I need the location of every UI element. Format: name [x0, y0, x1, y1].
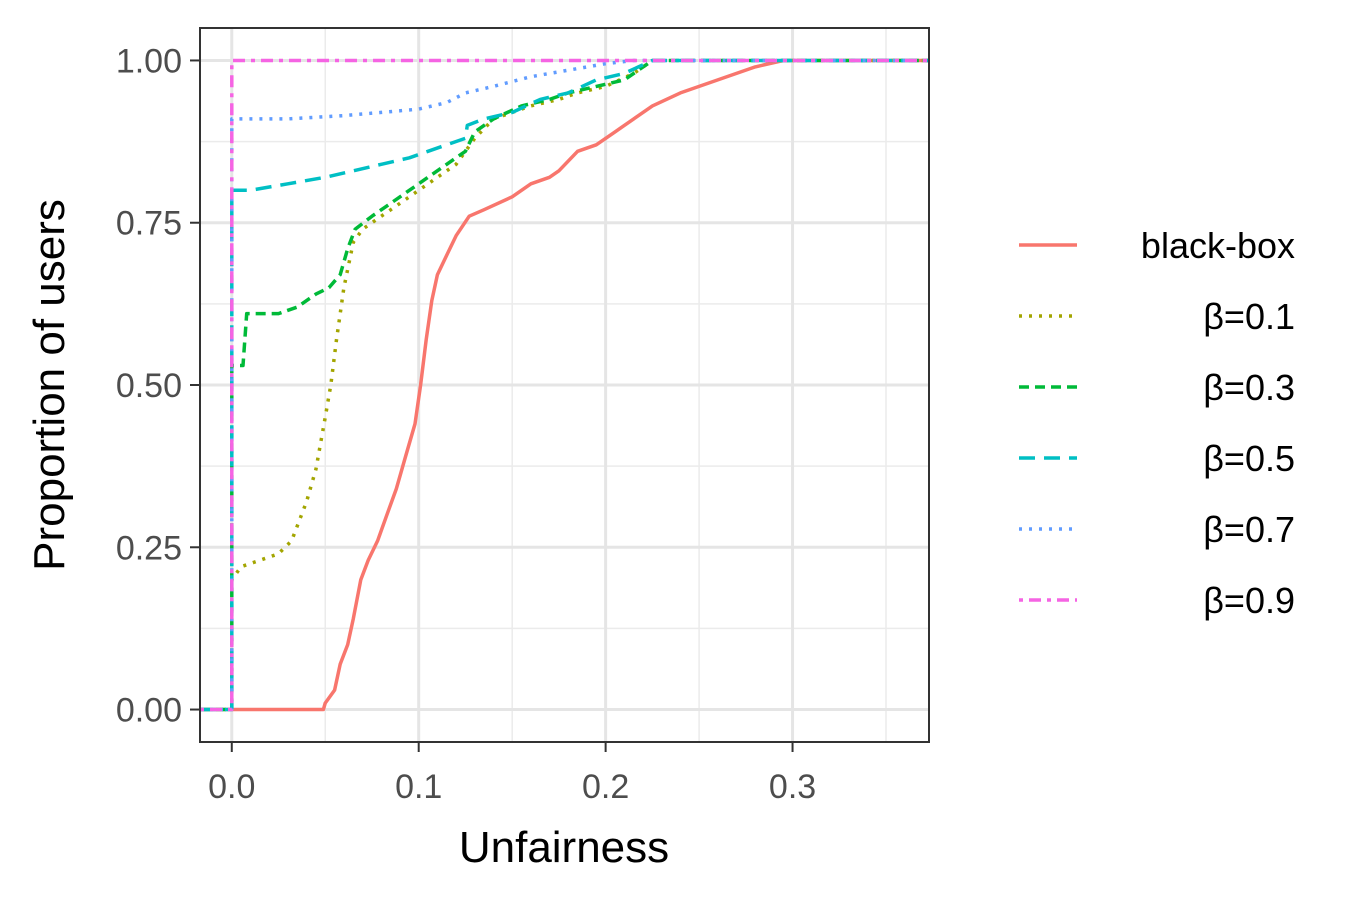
x-tick-label: 0.0: [208, 768, 255, 806]
legend-item-3: β=0.5: [1019, 438, 1295, 479]
x-axis-title: Unfairness: [459, 823, 669, 872]
x-tick-label: 0.3: [769, 768, 816, 806]
legend-item-5: β=0.9: [1019, 580, 1295, 621]
legend-item-1: β=0.1: [1019, 296, 1295, 337]
y-axis-title: Proportion of users: [25, 199, 74, 571]
x-tick-label: 0.1: [395, 768, 442, 806]
legend-label: β=0.9: [1203, 580, 1295, 621]
legend: black-box β=0.1 β=0.3 β=0.5 β=0.7 β=0.9: [1019, 225, 1295, 621]
legend-item-4: β=0.7: [1019, 509, 1295, 550]
y-tick-label: 0.25: [116, 529, 182, 567]
series-layer: [200, 58, 929, 712]
x-axis: 0.0 0.1 0.2 0.3: [208, 742, 816, 806]
plot-area: [199, 27, 930, 743]
legend-label: β=0.1: [1203, 296, 1295, 337]
y-tick-label: 0.00: [116, 692, 182, 730]
legend-item-2: β=0.3: [1019, 367, 1295, 408]
legend-item-0: black-box: [1019, 225, 1295, 266]
series-line-3: [200, 58, 929, 712]
y-tick-label: 1.00: [116, 42, 182, 80]
x-tick-label: 0.2: [582, 768, 629, 806]
series-line-5: [200, 58, 929, 712]
y-axis: 0.00 0.25 0.50 0.75 1.00: [116, 42, 200, 730]
grid-major: [200, 28, 929, 742]
series-line-0: [200, 58, 929, 712]
y-tick-label: 0.75: [116, 205, 182, 243]
series-line-1: [200, 58, 929, 712]
legend-label: β=0.7: [1203, 509, 1295, 550]
legend-label: β=0.5: [1203, 438, 1295, 479]
legend-label: β=0.3: [1203, 367, 1295, 408]
legend-label: black-box: [1141, 225, 1295, 266]
series-line-4: [200, 58, 929, 712]
y-tick-label: 0.50: [116, 367, 182, 405]
